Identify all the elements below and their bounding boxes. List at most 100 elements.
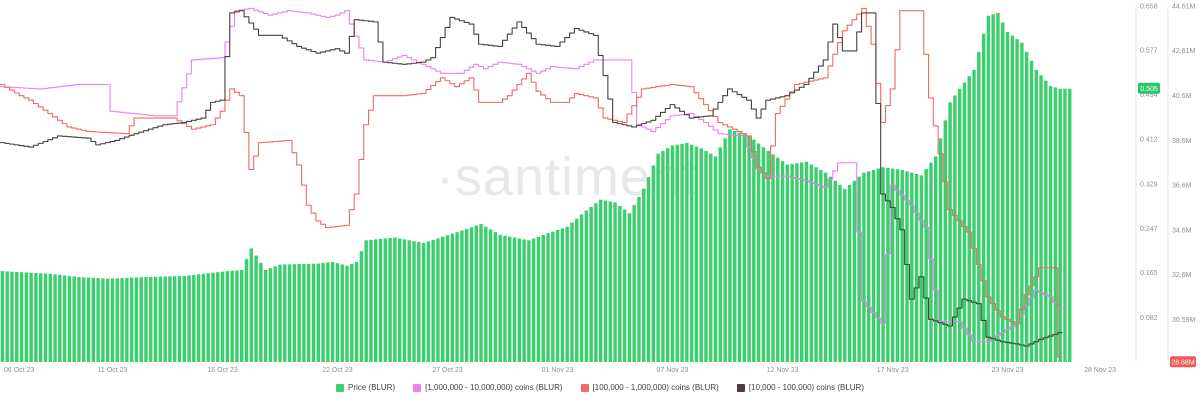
series-line-2: [0, 7, 1063, 358]
x-tick-label: 06 Oct 23: [4, 367, 34, 374]
legend-swatch: [413, 383, 422, 392]
price-bar: [91, 277, 96, 362]
legend-label: [10,000 - 100,000) coins (BLUR): [748, 383, 864, 392]
price-bar: [1001, 22, 1005, 362]
holdings-tick-label: 32.6M: [1172, 272, 1192, 279]
price-bar: [149, 276, 153, 362]
price-bar: [575, 218, 579, 362]
legend-item[interactable]: [1,000,000 - 10,000,000) coins (BLUR): [413, 383, 563, 392]
price-bar: [890, 168, 895, 362]
price-bar: [201, 273, 206, 362]
price-bar: [441, 236, 445, 362]
price-bar: [723, 138, 727, 362]
price-bar: [766, 151, 770, 362]
price-bar: [847, 184, 852, 362]
price-bar: [211, 272, 215, 362]
price-bar: [1048, 86, 1053, 362]
x-tick-label: 01 Nov 23: [542, 367, 574, 374]
price-bar: [259, 262, 263, 362]
price-bar: [804, 161, 809, 362]
price-bar: [560, 228, 565, 362]
price-bar: [426, 241, 431, 362]
price-bar: [646, 177, 651, 362]
price-bar: [273, 266, 277, 362]
holdings-tick-label: 36.6M: [1172, 183, 1192, 190]
price-bar: [364, 240, 368, 362]
price-bar: [996, 13, 1000, 363]
price-bar: [220, 271, 225, 362]
price-bar: [302, 263, 306, 362]
price-bar: [388, 238, 392, 362]
price-bar: [67, 275, 72, 362]
price-bar: [316, 263, 321, 362]
price-bar: [1029, 60, 1034, 362]
price-bar: [479, 224, 483, 362]
legend-item[interactable]: [10,000 - 100,000) coins (BLUR): [736, 383, 864, 392]
price-bar: [297, 264, 301, 362]
price-bar: [1015, 39, 1019, 363]
price-tick-label: 0.577: [1140, 47, 1158, 54]
price-bar: [254, 255, 258, 362]
price-bar: [656, 153, 660, 362]
price-bar: [1034, 69, 1038, 362]
price-bar: [24, 272, 29, 362]
price-bar: [53, 274, 57, 362]
price-bar: [871, 169, 876, 362]
price-bar: [192, 274, 196, 362]
price-bar: [905, 171, 909, 362]
price-bar: [101, 278, 105, 362]
price-bar: [469, 227, 474, 362]
holdings-badge-text: 28.68M: [1171, 360, 1195, 367]
price-bar: [924, 169, 928, 362]
axis-badges: 0.505 28.68M: [1138, 82, 1196, 368]
legend-item[interactable]: Price (BLUR): [335, 383, 395, 392]
x-tick-label: 16 Oct 23: [207, 367, 237, 374]
price-bar: [153, 276, 158, 362]
price-bar: [776, 157, 780, 362]
price-bar: [144, 277, 148, 362]
price-bar: [177, 276, 182, 362]
price-bar: [29, 272, 33, 362]
price-bar: [967, 76, 971, 363]
price-bar: [15, 271, 19, 362]
holdings-tick-label: 44.61M: [1172, 4, 1196, 11]
price-bar: [417, 242, 421, 362]
price-bar: [704, 151, 708, 362]
x-tick-label: 07 Nov 23: [657, 367, 689, 374]
price-bar: [393, 237, 397, 362]
price-bar: [158, 276, 163, 362]
price-bar: [833, 180, 837, 362]
price-tick-label: 0.165: [1140, 270, 1158, 277]
price-bar: [613, 202, 617, 362]
price-bar: [522, 239, 526, 362]
price-bar: [986, 15, 991, 363]
legend-label: [100,000 - 1,000,000) coins (BLUR): [592, 383, 719, 392]
price-bar: [531, 238, 536, 362]
price-bar: [1068, 88, 1072, 362]
legend-swatch: [736, 383, 745, 392]
price-badge: [1138, 82, 1160, 94]
price-bar: [369, 239, 373, 362]
price-bar: [843, 188, 847, 362]
price-bar: [589, 206, 593, 362]
price-bar: [326, 262, 330, 362]
price-bar: [709, 153, 713, 362]
price-bar: [790, 163, 794, 362]
price-bar: [910, 172, 914, 362]
price-bar: [780, 161, 785, 362]
price-tick-label: 0.247: [1140, 226, 1158, 233]
price-bar: [311, 263, 316, 362]
price-bar: [235, 270, 239, 362]
price-bar: [374, 239, 378, 362]
x-tick-label: 11 Oct 23: [98, 367, 128, 374]
price-bar: [570, 222, 574, 362]
price-bar: [58, 274, 62, 362]
price-bar: [378, 238, 383, 362]
price-badge-text: 0.505: [1140, 86, 1158, 93]
price-bar: [886, 167, 890, 362]
price-bar: [551, 231, 555, 362]
price-bar: [694, 146, 699, 362]
legend-item[interactable]: [100,000 - 1,000,000) coins (BLUR): [580, 383, 719, 392]
price-bar: [134, 277, 139, 362]
price-bar: [330, 261, 335, 362]
